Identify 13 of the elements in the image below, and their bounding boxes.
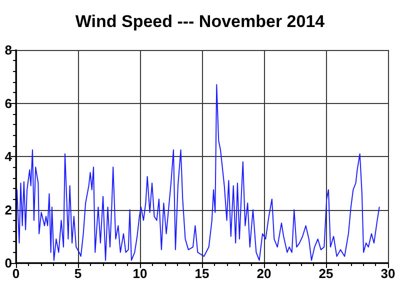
line-series [16,84,380,261]
y-tick-label: 0 [4,256,12,270]
x-tick-label: 30 [380,266,396,281]
x-tick-label: 10 [132,266,148,281]
chart-title: Wind Speed --- November 2014 [75,12,326,31]
x-tick-label: 20 [256,266,272,281]
y-tick-label: 4 [4,149,13,164]
x-tick-label: 15 [194,266,210,281]
y-tick-label: 6 [4,96,12,111]
y-tick-label: 2 [4,202,12,218]
x-tick-label: 25 [318,266,334,281]
x-tick-label: 5 [74,266,82,281]
y-tick-label: 8 [4,42,12,58]
